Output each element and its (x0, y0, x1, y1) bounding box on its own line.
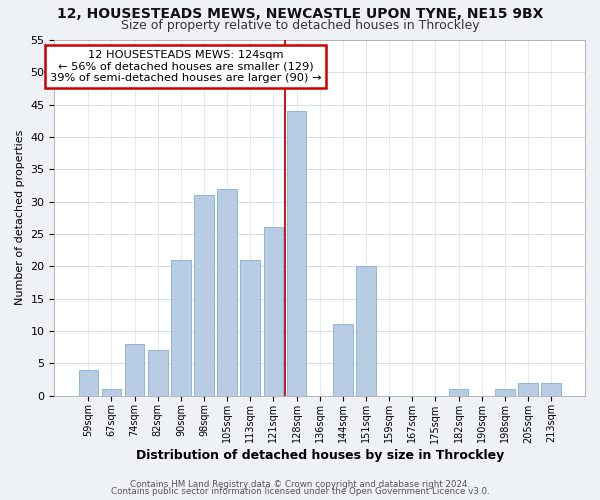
Bar (356, 266, 376, 396)
Bar (287, 111, 307, 396)
Text: 12 HOUSESTEADS MEWS: 124sqm
← 56% of detached houses are smaller (129)
39% of se: 12 HOUSESTEADS MEWS: 124sqm ← 56% of det… (50, 50, 321, 83)
Bar (541, 382, 561, 396)
Bar (217, 188, 237, 396)
Bar (333, 324, 353, 396)
Text: 12, HOUSESTEADS MEWS, NEWCASTLE UPON TYNE, NE15 9BX: 12, HOUSESTEADS MEWS, NEWCASTLE UPON TYN… (57, 8, 543, 22)
Bar (125, 344, 145, 396)
Bar (449, 389, 469, 396)
Bar (241, 260, 260, 396)
Bar (518, 382, 538, 396)
X-axis label: Distribution of detached houses by size in Throckley: Distribution of detached houses by size … (136, 450, 504, 462)
Bar (263, 228, 283, 396)
Bar (101, 389, 121, 396)
Bar (194, 195, 214, 396)
Text: Contains HM Land Registry data © Crown copyright and database right 2024.: Contains HM Land Registry data © Crown c… (130, 480, 470, 489)
Bar (79, 370, 98, 396)
Y-axis label: Number of detached properties: Number of detached properties (15, 130, 25, 306)
Bar (171, 260, 191, 396)
Text: Size of property relative to detached houses in Throckley: Size of property relative to detached ho… (121, 18, 479, 32)
Bar (148, 350, 167, 396)
Bar (495, 389, 515, 396)
Text: Contains public sector information licensed under the Open Government Licence v3: Contains public sector information licen… (110, 488, 490, 496)
